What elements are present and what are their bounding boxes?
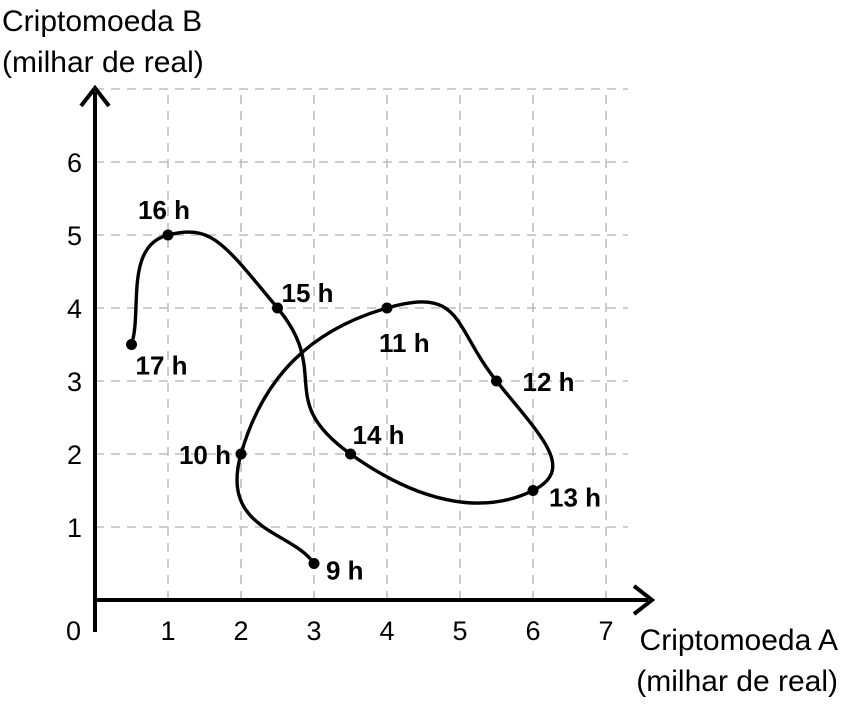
x-tick-label: 2	[233, 616, 248, 646]
y-tick-label: 4	[67, 294, 82, 324]
x-tick-label: 6	[525, 616, 540, 646]
data-point-4	[527, 485, 539, 496]
data-point-5	[345, 448, 356, 460]
point-label: 16 h	[138, 195, 190, 225]
point-label: 13 h	[549, 483, 601, 513]
point-label: 14 h	[353, 420, 405, 450]
y-tick-label: 5	[67, 221, 82, 251]
trajectory-curve	[129, 230, 555, 566]
data-points: 9 h 10 h 11 h 12 h 13 h 14 h 15 h 16 h 17 h	[126, 195, 601, 586]
grid	[95, 88, 628, 600]
point-label: 12 h	[523, 367, 575, 397]
point-label: 9 h	[326, 556, 364, 586]
data-point-0	[308, 558, 320, 569]
data-point-7	[162, 229, 174, 241]
x-axis-title-line2: (milhar de real)	[636, 665, 838, 698]
y-axis-arrow	[79, 84, 111, 108]
x-tick-label: 3	[306, 616, 321, 646]
x-axis-arrow	[632, 584, 656, 616]
data-point-2	[381, 302, 393, 314]
x-axis-title-line1: Criptomoeda A	[640, 624, 838, 657]
y-tick-label: 6	[67, 148, 82, 178]
point-label: 10 h	[179, 440, 231, 470]
x-tick-label: 7	[598, 616, 613, 646]
tick-labels: 1 2 3 4 5 6 7 1 2 3 4 5 6	[67, 148, 614, 646]
x-tick-label: 1	[160, 616, 175, 646]
point-label: 11 h	[379, 328, 430, 358]
y-tick-label: 2	[67, 440, 82, 470]
y-axis-title-line2: (milhar de real)	[2, 46, 204, 79]
x-tick-label: 4	[379, 616, 394, 646]
y-tick-label: 3	[67, 367, 82, 397]
origin-label: 0	[66, 616, 81, 646]
x-tick-label: 5	[452, 616, 467, 646]
data-point-8	[126, 339, 137, 350]
data-point-6	[272, 302, 283, 314]
y-tick-label: 1	[67, 513, 82, 543]
point-label: 15 h	[282, 278, 334, 308]
data-point-3	[491, 375, 502, 387]
data-point-1	[235, 448, 247, 460]
point-label: 17 h	[136, 351, 188, 381]
y-axis-title-line1: Criptomoeda B	[2, 5, 202, 38]
